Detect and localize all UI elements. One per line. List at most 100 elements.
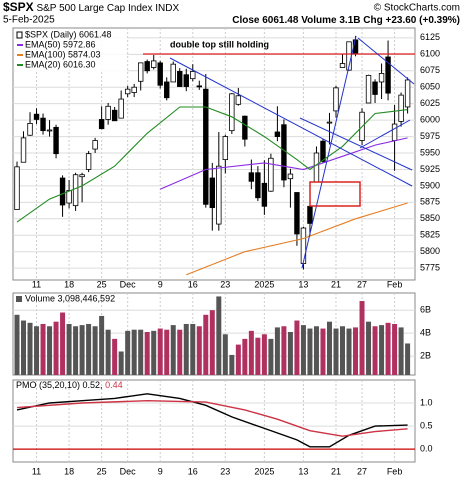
volume-bar: [112, 338, 118, 375]
candle-body: [326, 121, 333, 124]
close-label: Close: [232, 15, 260, 26]
candle-body: [20, 137, 27, 163]
y-tick-label: 6025: [420, 98, 440, 108]
candle-body: [177, 71, 183, 87]
x-tick-label: 27: [357, 466, 367, 476]
volume-bar: [261, 334, 267, 375]
volume-bar: [313, 326, 319, 375]
legend-label: Volume 3,098,446,592: [25, 293, 115, 303]
volume-bar: [73, 326, 79, 375]
y-tick-label: 5925: [420, 164, 440, 174]
volume-bar: [392, 323, 398, 375]
candle-body: [385, 56, 391, 94]
credit: © StockCharts.com: [374, 3, 460, 14]
volume-bar: [138, 329, 144, 375]
trendline: [299, 117, 413, 171]
y-tick-label: 5900: [420, 180, 440, 190]
legend-swatch: [16, 296, 22, 302]
candle-body: [33, 113, 40, 120]
volume-bar: [14, 314, 20, 375]
legend-label: EMA(100) 5874.03: [25, 49, 101, 59]
candle-body: [98, 119, 105, 130]
volume-label: Volume: [301, 15, 337, 26]
trendline: [301, 35, 357, 269]
exchange: INDX: [155, 3, 179, 14]
volume-bar: [105, 329, 111, 375]
volume-bar: [53, 321, 59, 375]
volume-bar: [385, 322, 391, 375]
candle-body: [313, 152, 320, 183]
candle-body: [203, 88, 209, 205]
candle-body: [300, 227, 307, 264]
x-tick-label: 18: [64, 466, 74, 476]
volume-bar: [27, 322, 33, 375]
candle-body: [137, 62, 144, 82]
candle-body: [85, 153, 92, 170]
candle-body: [105, 105, 111, 120]
volume-bar: [405, 343, 411, 375]
series-line: [16, 399, 408, 437]
volume-bar: [379, 325, 385, 375]
volume-bar: [183, 323, 189, 375]
trendline: [359, 119, 411, 149]
candle-body: [144, 61, 150, 72]
candle-body: [261, 182, 268, 207]
y-tick-label: 6125: [420, 32, 440, 42]
candle-body: [151, 60, 157, 68]
y-tick-label: 6050: [420, 82, 440, 92]
volume-bar: [340, 326, 345, 375]
candle-body: [53, 126, 59, 155]
candle-body: [14, 166, 20, 210]
candle-body: [255, 172, 261, 199]
annotations: [143, 35, 415, 269]
y-tick-label: 5775: [420, 263, 440, 273]
volume-bar: [287, 331, 293, 375]
legend-label: PMO (35,20,10) 0.52, 0.44: [16, 380, 123, 390]
volume-bar: [118, 351, 124, 375]
candle-body: [59, 177, 66, 206]
candle-body: [242, 115, 248, 140]
candle-body: [333, 87, 339, 112]
highlight-box: [309, 181, 361, 207]
candle-body: [124, 88, 131, 95]
series-line: [16, 106, 408, 223]
y-tick-label: 0.0: [420, 443, 433, 453]
y-tick-label: 5800: [420, 246, 440, 256]
candle-body: [222, 136, 229, 160]
y-tick-label: 1.0: [420, 397, 433, 407]
x-tick-label: 2025: [254, 466, 274, 476]
x-tick-label: 21: [331, 466, 341, 476]
candle-body: [157, 62, 163, 86]
x-tick-label: 11: [32, 279, 41, 289]
panel: [12, 379, 416, 463]
candle-body: [294, 192, 300, 235]
legend-background: [15, 29, 127, 72]
candle-body: [398, 94, 404, 122]
candle-body: [378, 72, 385, 83]
candle-body: [72, 174, 79, 207]
x-tick-label: 16: [188, 466, 198, 476]
x-tick-label: Dec: [120, 466, 137, 476]
volume: 3.1B: [339, 15, 360, 26]
volume-bar: [66, 323, 72, 375]
y-tick-label: 5850: [420, 213, 440, 223]
volume-bar: [255, 337, 261, 375]
y-tick-label: 5825: [420, 230, 440, 240]
candle-body: [235, 95, 242, 105]
candle-body: [164, 81, 170, 99]
x-tick-label: 23: [220, 466, 230, 476]
x-tick-label: 9: [158, 279, 163, 289]
volume-bar: [326, 321, 332, 375]
volume-bar: [170, 325, 176, 375]
candle-body: [131, 86, 137, 93]
legend-label: EMA(20) 6016.30: [25, 59, 96, 69]
header-title: $SPX S&P 500 Large Cap Index INDX: [3, 0, 179, 14]
volume-bar: [209, 310, 215, 375]
volume-bar: [300, 325, 306, 375]
candle-body: [111, 109, 118, 122]
candle-body: [46, 129, 53, 132]
volume-bar: [40, 323, 46, 375]
volume-bar: [274, 327, 280, 375]
volume-bar: [21, 320, 27, 375]
